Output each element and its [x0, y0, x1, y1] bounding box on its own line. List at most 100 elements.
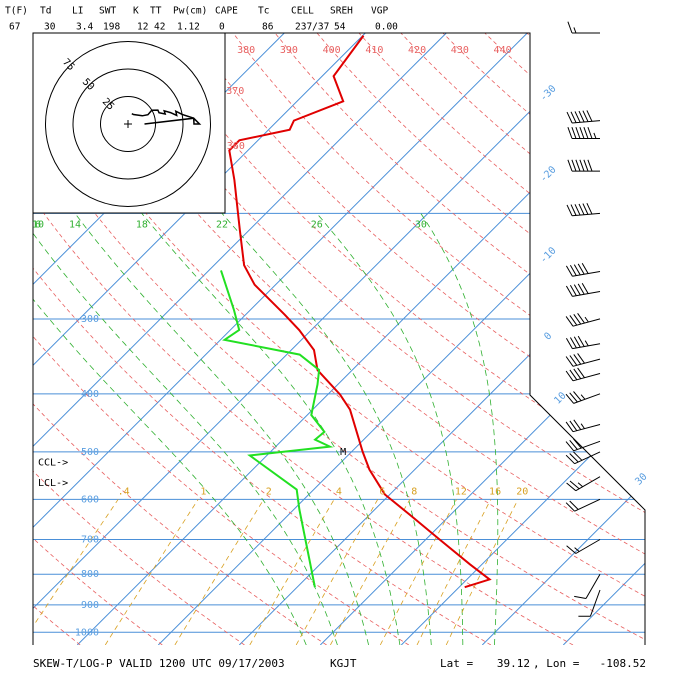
mixing-ratio-line	[295, 499, 379, 645]
footer-lon: -108.52	[600, 657, 646, 670]
moist-adiabat-label: 22	[216, 219, 228, 230]
x-tick-label: 0	[542, 331, 554, 343]
isotherm	[157, 33, 645, 645]
header-value: 198	[103, 22, 120, 33]
hodograph-box	[32, 32, 226, 214]
wind-barb	[565, 419, 601, 433]
barb-shape	[565, 451, 601, 465]
wind-barb	[566, 476, 601, 492]
moist-adiabat-label: 6	[35, 219, 41, 230]
mixing-ratio-label: 1	[200, 486, 206, 497]
mixing-ratio-label: 2	[266, 486, 272, 497]
mixing-ratio-line	[249, 499, 335, 645]
wind-barb	[574, 573, 601, 599]
x-tick-label: -20	[538, 164, 559, 185]
barb-shape	[565, 419, 601, 433]
mixing-ratio-label: .4	[118, 486, 130, 497]
y-tick-label: 500	[81, 447, 99, 458]
mixing-ratio-label: 20	[516, 486, 528, 497]
barb-shape	[566, 539, 601, 554]
barb-shape	[565, 367, 601, 382]
moist-adiabat-label: 26	[311, 219, 323, 230]
barb-shape	[566, 476, 601, 492]
header-label: Td	[40, 6, 51, 17]
mixing-ratio-line	[33, 499, 119, 645]
dry-adiabat-label: 360	[227, 141, 245, 152]
y-tick-label: 400	[81, 389, 99, 400]
wind-barb	[565, 313, 601, 327]
y-tick-label: 800	[81, 569, 99, 580]
x-tick-label: 10	[552, 390, 568, 406]
isotherm	[33, 33, 528, 645]
dry-adiabat-label: 370	[226, 86, 244, 97]
barb-shape	[578, 589, 601, 617]
hodograph-ring	[45, 41, 211, 207]
moist-adiabat	[316, 213, 464, 645]
footer-lon-label: , Lon =	[533, 657, 580, 670]
header-value: 54	[334, 22, 346, 33]
wind-barb	[567, 21, 600, 34]
mixing-ratio-line	[379, 499, 457, 645]
wind-barb	[566, 539, 601, 554]
wind-barb	[565, 451, 601, 465]
moist-adiabat-label: 30	[415, 219, 427, 230]
barb-shape	[566, 202, 601, 217]
dry-adiabat-label: 430	[451, 45, 469, 56]
isotherm	[33, 33, 609, 645]
mixing-ratio-label: 8	[411, 486, 417, 497]
header-label: LI	[72, 6, 83, 17]
wind-barb	[567, 159, 600, 172]
header-label: SWT	[99, 6, 116, 17]
moist-adiabat-label: 10	[32, 219, 44, 230]
dry-adiabat-label: 380	[237, 45, 255, 56]
wind-barb	[566, 110, 601, 124]
footer-lat: 39.12	[497, 657, 530, 670]
isotherm	[481, 33, 645, 645]
annotation: LCL->	[38, 478, 68, 489]
y-tick-label: 700	[81, 534, 99, 545]
dry-adiabat	[442, 33, 645, 645]
wind-barb	[567, 127, 600, 139]
x-tick-label: -10	[538, 245, 559, 266]
temperature-line	[228, 35, 492, 589]
header-value: 1.12	[177, 22, 200, 33]
moist-adiabat-label: 14	[69, 219, 81, 230]
isotherm	[400, 33, 645, 645]
mixing-ratio-line	[104, 499, 199, 645]
header-value: 3.4	[76, 22, 93, 33]
isotherm	[562, 33, 645, 645]
dry-adiabat-label: 410	[365, 45, 383, 56]
dewpoint-line	[220, 270, 334, 588]
mixing-ratio-label: 6	[379, 486, 385, 497]
mixing-ratio-line	[416, 499, 492, 645]
moist-adiabat	[74, 213, 369, 645]
header-label: SREH	[330, 6, 353, 17]
barb-shape	[567, 21, 600, 34]
y-tick-label: 1000	[75, 627, 99, 638]
dry-adiabat	[358, 33, 645, 645]
barb-shape	[565, 262, 601, 277]
barb-shape	[565, 282, 601, 297]
header-label: Pw(cm)	[173, 6, 207, 17]
barb-shape	[566, 110, 601, 124]
dry-adiabat	[400, 33, 645, 645]
footer-lat-label: Lat =	[440, 657, 473, 670]
moist-adiabat-label: 18	[136, 219, 148, 230]
barb-shape	[565, 335, 601, 350]
barb-shape	[565, 438, 601, 452]
wind-barb	[565, 498, 601, 512]
header-value: 67	[9, 22, 20, 33]
profiles	[220, 35, 492, 589]
footer-station: KGJT	[330, 657, 357, 670]
header-value: 30	[44, 22, 56, 33]
header-label: Tc	[258, 6, 269, 17]
dry-adiabat	[484, 33, 645, 645]
wind-barb	[565, 282, 601, 297]
annotation: CCL->	[38, 458, 68, 469]
wind-barb	[565, 335, 601, 350]
moist-adiabat	[33, 213, 338, 645]
barb-shape	[565, 313, 601, 327]
